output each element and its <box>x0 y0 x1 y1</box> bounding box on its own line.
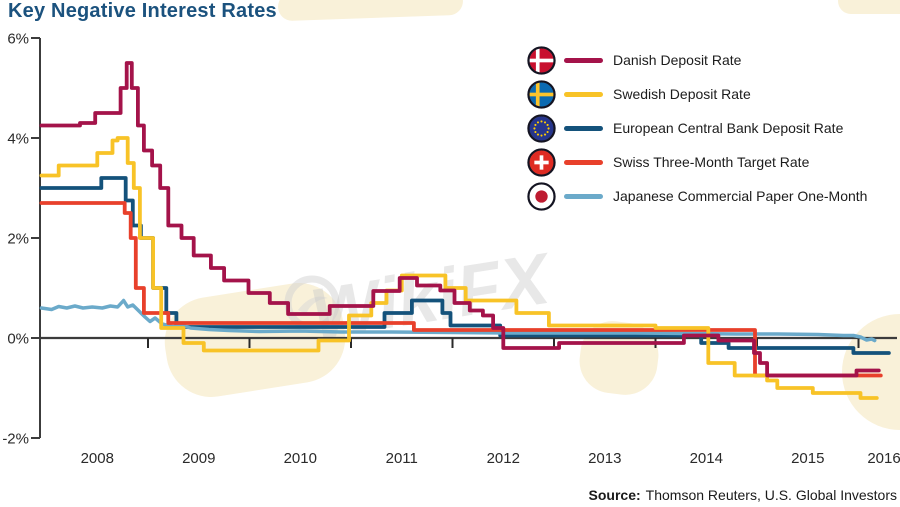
y-tick-label: 0% <box>7 331 29 348</box>
legend-line-swatch <box>564 125 603 131</box>
legend-label: Danish Deposit Rate <box>613 52 742 68</box>
legend-line-swatch <box>564 193 603 199</box>
legend-label: Swedish Deposit Rate <box>613 86 751 102</box>
switzerland-flag-icon <box>527 147 556 177</box>
legend-line-swatch <box>564 57 603 63</box>
source-label: Source: <box>588 487 641 503</box>
sweden-flag-icon <box>527 79 556 109</box>
denmark-flag-icon <box>527 45 556 75</box>
y-tick-label: -2% <box>2 431 29 448</box>
x-tick-label: 2011 <box>386 450 418 467</box>
legend-item-japanese: Japanese Commercial Paper One-Month <box>527 181 868 211</box>
x-tick-label: 2012 <box>487 450 520 467</box>
x-tick-label: 2008 <box>81 450 114 467</box>
series-line-japanese <box>39 298 877 343</box>
page-title: Key Negative Interest Rates <box>8 0 277 22</box>
legend-item-danish: Danish Deposit Rate <box>527 45 867 75</box>
series-line-danish <box>39 61 881 378</box>
legend-item-swedish: Swedish Deposit Rate <box>527 79 867 109</box>
x-tick-label: 2015 <box>791 450 824 467</box>
source-line: Source: Thomson Reuters, U.S. Global Inve… <box>589 487 897 503</box>
y-tick-label: 2% <box>7 231 29 248</box>
series-line-swedish <box>39 136 879 400</box>
x-tick-label: 2013 <box>588 450 621 467</box>
legend-label: European Central Bank Deposit Rate <box>613 120 844 136</box>
y-tick-label: 6% <box>7 31 29 48</box>
legend: Danish Deposit Rate Swedish Deposit Rate <box>527 45 868 216</box>
legend-label: Swiss Three-Month Target Rate <box>613 154 810 170</box>
x-tick-label: 2014 <box>690 450 723 467</box>
y-tick-label: 4% <box>7 131 29 148</box>
x-tick-label: 2010 <box>284 450 317 467</box>
legend-line-swatch <box>564 91 603 97</box>
series-line-swiss <box>39 201 883 378</box>
x-tick-label: 2009 <box>182 450 215 467</box>
legend-label: Japanese Commercial Paper One-Month <box>613 188 868 204</box>
japan-flag-icon <box>527 181 556 211</box>
series-line-ecb <box>39 176 891 355</box>
legend-item-ecb: European Central Bank Deposit Rate <box>527 113 867 143</box>
legend-item-swiss: Swiss Three-Month Target Rate <box>527 147 867 177</box>
legend-line-swatch <box>564 159 603 165</box>
eu-flag-icon <box>527 113 556 143</box>
x-tick-label: 2016 <box>867 450 900 467</box>
source-text: Thomson Reuters, U.S. Global Investors <box>645 487 897 503</box>
